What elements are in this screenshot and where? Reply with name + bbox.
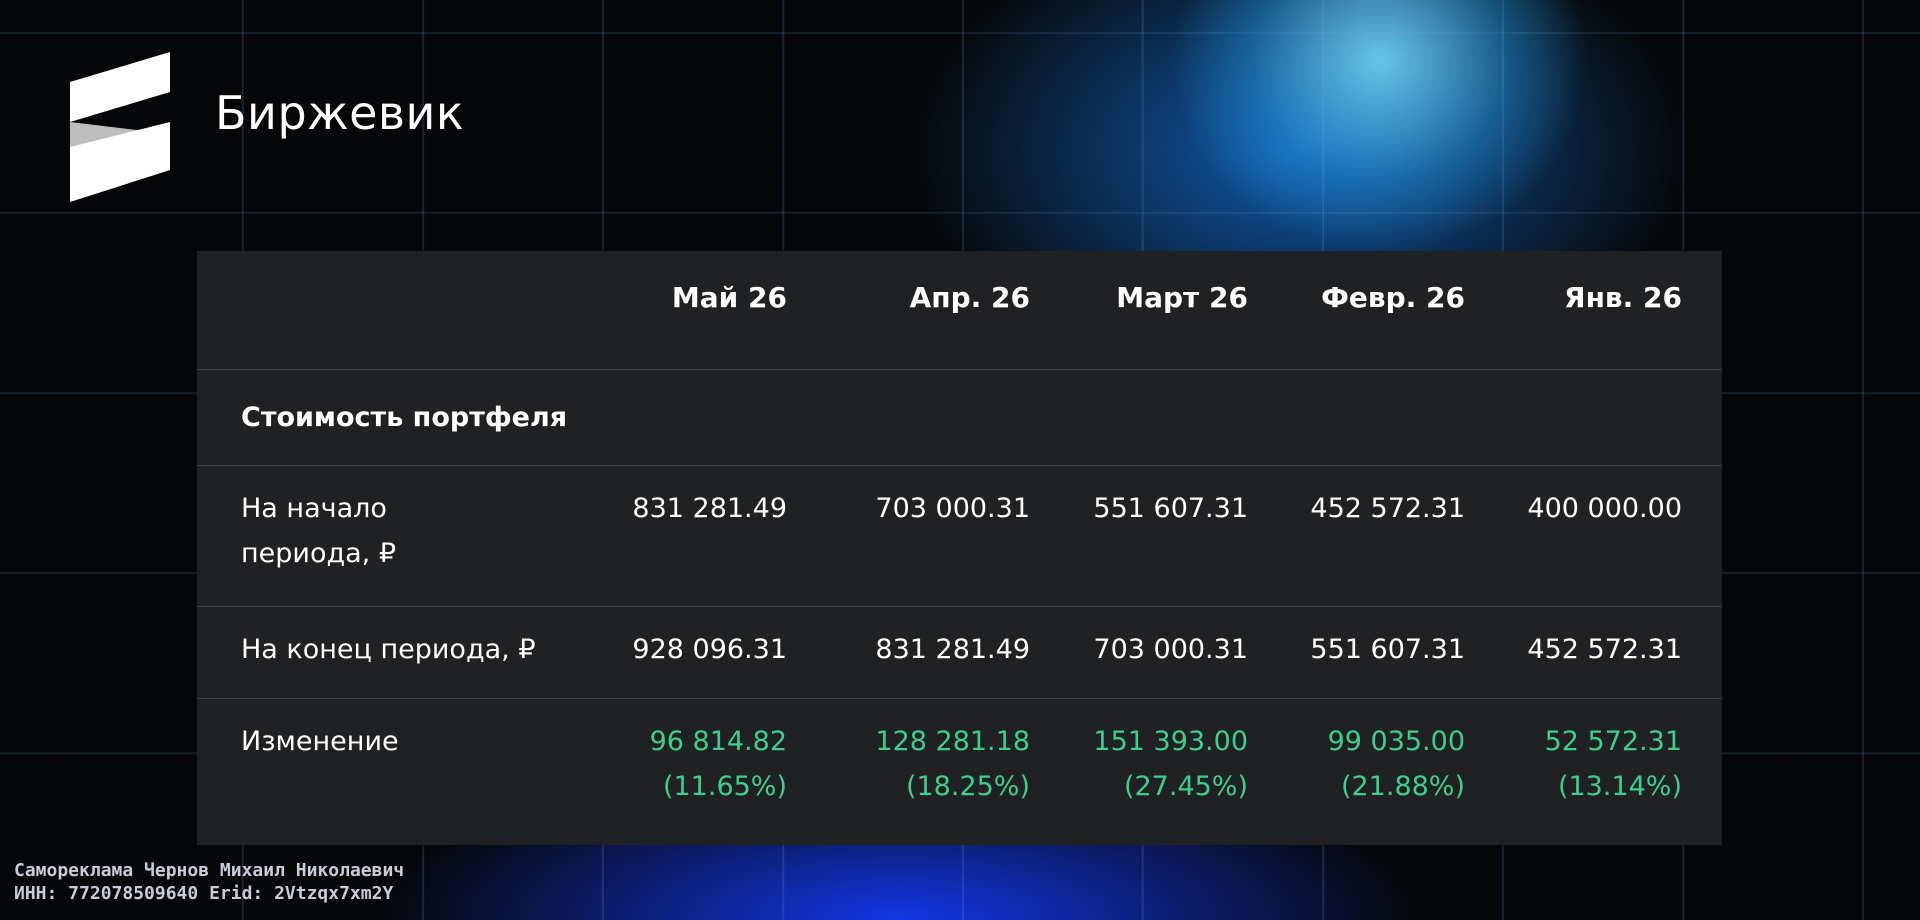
value-cell: 452 572.31 [1527, 634, 1682, 665]
value-line: 96 814.82 [649, 726, 787, 757]
column-header: Янв. 26 [1564, 281, 1682, 314]
value-line: (27.45%) [1123, 771, 1248, 802]
portfolio-table: Май 26 Апр. 26 Март 26 Февр. 26 Янв. 26 Стоим… [197, 251, 1722, 845]
value-cell: 52 572.31 (13.14%) [1545, 719, 1682, 809]
data-row: На конец периода, ₽ 928 096.31 831 281.49 7… [197, 607, 1722, 699]
value-cell: 400 000.00 [1527, 493, 1682, 524]
value-line: 151 393.00 [1093, 726, 1248, 757]
value-cell: 551 607.31 [1310, 634, 1465, 665]
value-cell: 96 814.82 (11.65%) [650, 719, 787, 809]
value-line: (11.65%) [662, 771, 787, 802]
header-row: Май 26 Апр. 26 Март 26 Февр. 26 Янв. 26 [197, 251, 1722, 370]
column-header: Апр. 26 [909, 281, 1030, 314]
value-line: 99 035.00 [1327, 726, 1465, 757]
label-line: Изменение [241, 726, 399, 757]
value-cell: 928 096.31 [632, 634, 787, 665]
column-header: Март 26 [1116, 281, 1248, 314]
section-title: Стоимость портфеля [241, 402, 568, 433]
value-cell: 99 035.00 (21.88%) [1328, 719, 1465, 809]
label-line: периода, ₽ [241, 538, 397, 569]
brand-name: Биржевик [215, 86, 465, 140]
row-label: Изменение [241, 719, 399, 764]
value-line: (13.14%) [1557, 771, 1682, 802]
value-cell: 551 607.31 [1093, 493, 1248, 524]
value-line: 52 572.31 [1544, 726, 1682, 757]
value-cell: 151 393.00 (27.45%) [1093, 719, 1248, 809]
value-cell: 703 000.31 [875, 493, 1030, 524]
value-line: (21.88%) [1340, 771, 1465, 802]
column-header: Май 26 [671, 281, 787, 314]
label-line: На конец периода, ₽ [241, 634, 536, 665]
disclaimer: Самореклама Чернов Михаил Николаевич ИНН:… [14, 859, 404, 905]
disclaimer-line: Самореклама Чернов Михаил Николаевич [14, 860, 405, 881]
data-row: Изменение 96 814.82 (11.65%) 128 281.18 (18.… [197, 699, 1722, 845]
logo [70, 52, 170, 202]
value-cell: 128 281.18 (18.25%) [875, 719, 1030, 809]
value-line: (18.25%) [905, 771, 1030, 802]
row-label: На начало периода, ₽ [241, 486, 396, 576]
value-cell: 831 281.49 [875, 634, 1030, 665]
label-line: На начало [241, 493, 387, 524]
value-line: 128 281.18 [875, 726, 1030, 757]
data-row: На начало периода, ₽ 831 281.49 703 000.31 5… [197, 466, 1722, 607]
value-cell: 831 281.49 [632, 493, 787, 524]
disclaimer-line: ИНН: 772078509640 Erid: 2Vtzqx7xm2Y [14, 883, 394, 904]
section-row: Стоимость портфеля [197, 370, 1722, 466]
column-header: Февр. 26 [1321, 281, 1465, 314]
value-cell: 703 000.31 [1093, 634, 1248, 665]
row-label: На конец периода, ₽ [241, 627, 536, 672]
value-cell: 452 572.31 [1310, 493, 1465, 524]
